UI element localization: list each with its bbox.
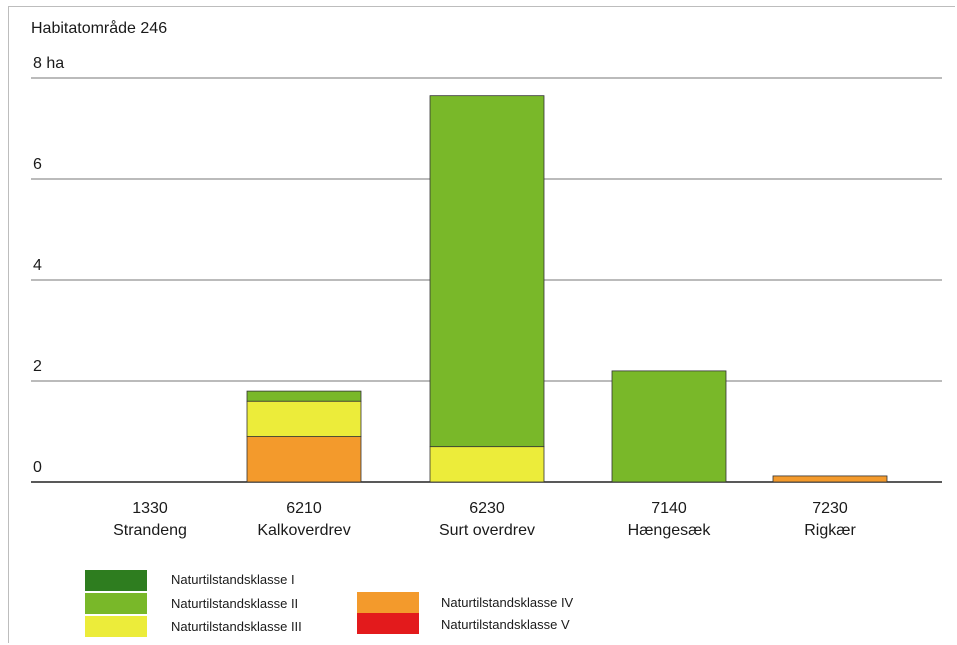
legend-swatch [357,613,419,634]
bar-segment [429,95,545,448]
legend-label: Naturtilstandsklasse III [171,619,302,634]
bar-segment [611,370,727,483]
bar-segment [429,446,545,483]
x-category-name: Strandeng [113,522,187,539]
chart-title: Habitatområde 246 [31,20,168,37]
y-tick-label: 4 [33,257,42,274]
bar-segment [246,390,362,402]
x-category-name: Hængesæk [627,522,711,539]
x-category-code: 1330 [132,500,168,517]
x-category-label: 1330 Strandeng [65,498,235,542]
x-category-label: 7140 Hængesæk [584,498,754,542]
x-category-name: Kalkoverdrev [257,522,351,539]
y-tick-label: 8 ha [33,55,65,72]
x-category-label: 6230 Surt overdrev [402,498,572,542]
x-category-code: 6230 [469,500,505,517]
y-tick-label: 6 [33,156,42,173]
legend-label: Naturtilstandsklasse V [441,617,570,632]
x-category-name: Surt overdrev [438,522,536,539]
x-category-code: 7140 [651,500,687,517]
y-tick-label: 2 [33,358,42,375]
legend-swatch [85,593,147,614]
legend-label: Naturtilstandsklasse I [171,572,295,587]
legend-label: Naturtilstandsklasse II [171,596,299,611]
x-category-code: 6210 [286,500,322,517]
chart-frame [8,6,955,643]
bar-segment [246,436,362,483]
bar-segment [772,475,888,483]
legend-label: Naturtilstandsklasse IV [441,595,574,610]
legend-swatch [357,592,419,613]
bar-segment [246,400,362,437]
x-category-code: 7230 [812,500,848,517]
x-category-label: 6210 Kalkoverdrev [219,498,389,542]
x-category-name: Rigkær [804,522,856,539]
legend-swatch [85,570,147,591]
legend-swatch [85,616,147,637]
y-tick-label: 0 [33,459,42,476]
x-category-label: 7230 Rigkær [745,498,915,542]
